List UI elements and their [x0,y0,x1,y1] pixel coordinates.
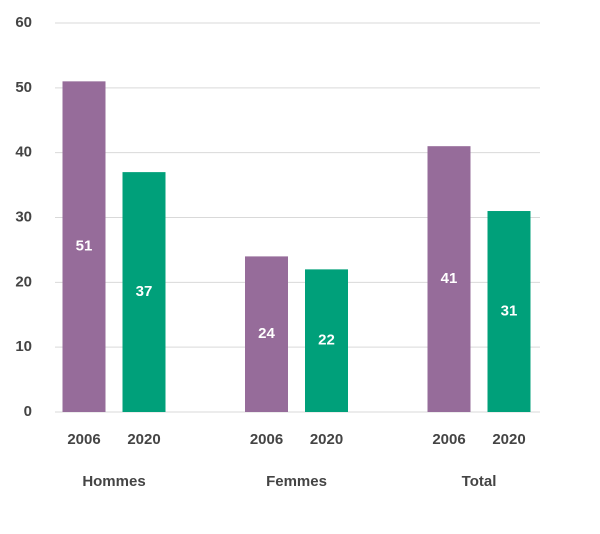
series-label: 2020 [310,431,343,448]
y-tick-label: 10 [15,338,32,355]
series-label: 2006 [67,431,100,448]
value-label: 37 [136,283,153,300]
category-label: Hommes [82,473,145,490]
category-label: Total [462,473,497,490]
series-label: 2020 [492,431,525,448]
value-label: 41 [441,270,458,287]
bar [62,81,106,412]
bar [487,211,531,412]
value-label: 31 [501,302,518,319]
y-tick-label: 20 [15,273,32,290]
series-label: 2006 [432,431,465,448]
y-tick-label: 50 [15,79,32,96]
value-label: 51 [76,238,93,255]
series-label: 2020 [127,431,160,448]
bar [305,269,348,412]
series-label: 2006 [250,431,283,448]
y-tick-label: 40 [15,144,32,161]
bar [245,256,288,412]
bar [122,172,166,412]
category-label: Femmes [266,473,327,490]
value-label: 24 [258,325,275,342]
y-tick-label: 60 [15,14,32,31]
y-tick-label: 30 [15,208,32,225]
bar [427,146,471,412]
value-label: 22 [318,332,335,349]
y-tick-label: 0 [24,403,32,420]
